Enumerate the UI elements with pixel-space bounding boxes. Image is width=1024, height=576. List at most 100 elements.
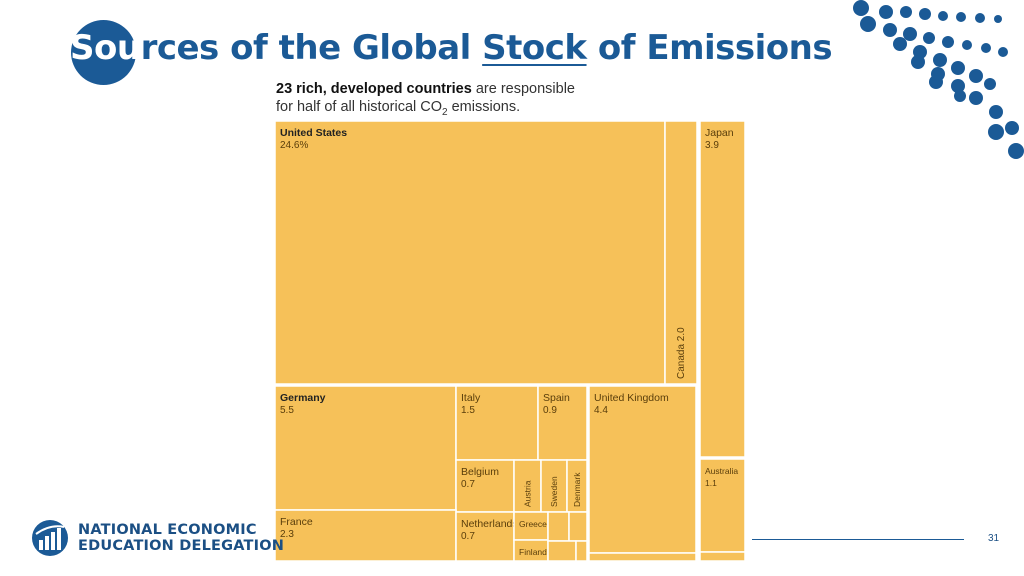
tile-rect-germany [274, 385, 457, 511]
label-denmark: Denmark [572, 472, 582, 507]
label-finland: Finland [519, 547, 547, 557]
decorative-dots [853, 0, 1024, 159]
decor-dot-0 [853, 0, 869, 16]
decor-dot-12 [942, 36, 954, 48]
tile-rect-japan [699, 120, 746, 458]
value-united-states: 24.6% [280, 140, 308, 151]
title-part-c: Stock [482, 28, 587, 68]
value-belgium: 0.7 [461, 479, 475, 490]
decor-dot-28 [929, 75, 943, 89]
value-italy: 1.5 [461, 405, 475, 416]
decor-dot-27 [1005, 121, 1019, 135]
decor-dot-19 [951, 61, 965, 75]
decor-dot-4 [938, 11, 948, 21]
footer-line [752, 539, 964, 540]
title-part-a: Sou [70, 28, 141, 68]
value-australia: 1.1 [705, 478, 717, 488]
value-spain: 0.9 [543, 405, 557, 416]
label-italy: Italy [461, 392, 481, 404]
decor-dot-11 [923, 32, 935, 44]
label-canada: Canada 2.0 [676, 327, 687, 379]
tile-canada: Canada 2.0 [664, 120, 698, 385]
decor-dot-22 [911, 55, 925, 69]
decor-dot-21 [984, 78, 996, 90]
decor-dot-5 [956, 12, 966, 22]
tile-unlabeled-5 [699, 551, 746, 562]
tile-rect-netherlands [455, 511, 515, 562]
org-line2: EDUCATION DELEGATION [78, 538, 285, 554]
org-name: NATIONAL ECONOMIC EDUCATION DELEGATION [78, 522, 284, 554]
tile-rect-spain [537, 385, 588, 461]
label-germany: Germany [280, 392, 326, 404]
decor-dot-20 [969, 69, 983, 83]
label-spain: Spain [543, 392, 570, 404]
tile-unlabeled-2 [547, 540, 577, 562]
decor-dot-6 [975, 13, 985, 23]
decor-dot-8 [860, 16, 876, 32]
label-united-states: United States [280, 127, 347, 139]
tile-rect-sweden [540, 459, 568, 513]
value-france: 2.3 [280, 529, 294, 540]
decor-dot-2 [900, 6, 912, 18]
decor-dot-7 [994, 15, 1002, 23]
decor-dot-18 [933, 53, 947, 67]
decor-dot-1 [879, 5, 893, 19]
slide-title: Sources of the Global Stock of Emissions [70, 28, 833, 68]
decor-dot-24 [951, 79, 965, 93]
value-united-kingdom: 4.4 [594, 405, 608, 416]
label-united-kingdom: United Kingdom [594, 392, 669, 404]
decor-dot-9 [883, 23, 897, 37]
decor-dot-13 [962, 40, 972, 50]
caption-line2: for half of all historical CO [276, 99, 443, 115]
title-accent-circle [71, 20, 136, 85]
logo-icon [32, 520, 68, 556]
decor-dot-31 [1008, 143, 1024, 159]
tile-unlabeled-4 [588, 552, 697, 562]
label-greece: Greece [519, 519, 547, 529]
page-number: 31 [988, 533, 1000, 544]
org-line1: NATIONAL ECONOMIC [78, 522, 257, 538]
tile-denmark: Denmark [566, 459, 588, 513]
tile-greece: Greece [513, 511, 549, 541]
tile-rect-italy [455, 385, 539, 461]
chart-caption: 23 rich, developed countries are respons… [276, 80, 575, 122]
tile-rect-canada [664, 120, 698, 385]
decor-dot-26 [989, 105, 1003, 119]
decor-dot-29 [954, 90, 966, 102]
tile-finland: Finland [513, 539, 549, 562]
label-belgium: Belgium [461, 466, 499, 478]
decor-dot-25 [969, 91, 983, 105]
value-germany: 5.5 [280, 405, 294, 416]
label-sweden: Sweden [549, 476, 559, 507]
tile-austria: Austria [513, 459, 542, 513]
title-part-d: of Emissions [586, 28, 833, 68]
tile-unlabeled-3 [575, 540, 588, 562]
label-austria: Austria [523, 480, 533, 507]
tile-sweden: Sweden [540, 459, 568, 513]
caption-bold: 23 rich, developed countries [276, 81, 472, 97]
decor-dot-14 [981, 43, 991, 53]
caption-line2-end: emissions. [447, 99, 521, 115]
caption-subscript: 2 [442, 106, 448, 118]
tile-rect-france [274, 509, 457, 562]
tile-rect-united-kingdom [588, 385, 697, 554]
decor-dot-30 [988, 124, 1004, 140]
tile-unlabeled-1 [568, 511, 588, 542]
caption-rest: are responsible [471, 81, 575, 97]
decor-dot-10 [903, 27, 917, 41]
value-japan: 3.9 [705, 140, 719, 151]
title-part-b: rces of the Global [140, 28, 483, 68]
label-japan: Japan [705, 127, 734, 139]
tile-australia: Australia 1.1 [699, 458, 746, 553]
tile-unlabeled-0 [547, 511, 570, 542]
